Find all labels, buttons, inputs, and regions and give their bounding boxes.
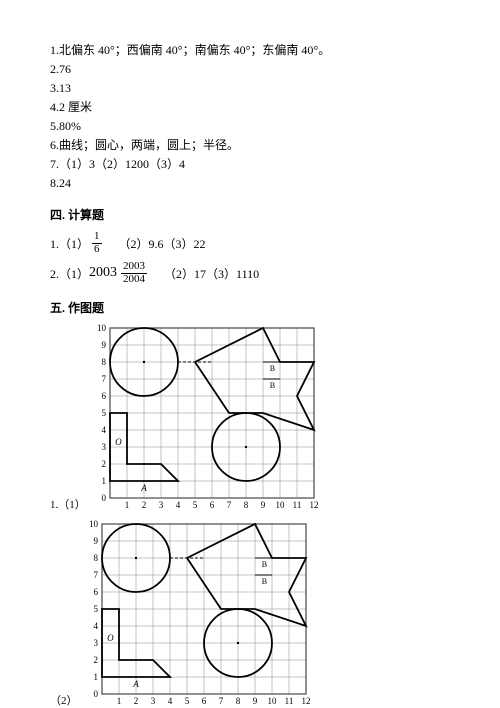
svg-text:4: 4: [176, 500, 181, 510]
svg-text:B: B: [270, 381, 275, 390]
svg-text:4: 4: [167, 696, 172, 706]
svg-text:B: B: [261, 577, 266, 586]
svg-text:6: 6: [93, 587, 98, 597]
svg-text:9: 9: [252, 696, 257, 706]
svg-text:1: 1: [93, 672, 98, 682]
svg-text:12: 12: [301, 696, 310, 706]
svg-text:B: B: [270, 364, 275, 373]
grid-figure-1: 109876543210123456789101112AOBB: [92, 324, 318, 512]
svg-text:3: 3: [101, 442, 106, 452]
answer-4: 4.2 厘米: [50, 98, 450, 116]
answer-5: 5.80%: [50, 117, 450, 135]
section-4-title: 四. 计算题: [50, 206, 450, 223]
answer-8: 8.24: [50, 174, 450, 192]
svg-text:B: B: [261, 560, 266, 569]
svg-text:7: 7: [93, 570, 98, 580]
svg-text:11: 11: [284, 696, 293, 706]
figure-1-label: 1.（1）: [50, 496, 86, 512]
figure-2-label: （2）: [50, 692, 78, 708]
calc-row-1: 1.（1） 1 6 （2）9.6（3）22: [50, 231, 450, 255]
answer-6: 6.曲线；圆心，两端，圆上；半径。: [50, 136, 450, 154]
svg-text:9: 9: [101, 340, 106, 350]
svg-text:9: 9: [261, 500, 266, 510]
calc-1-1-label: 1.（1）: [50, 235, 89, 252]
svg-text:12: 12: [309, 500, 318, 510]
svg-text:3: 3: [150, 696, 155, 706]
svg-text:5: 5: [193, 500, 198, 510]
svg-text:10: 10: [97, 324, 107, 333]
svg-text:2: 2: [142, 500, 147, 510]
svg-text:A: A: [140, 483, 147, 493]
svg-text:0: 0: [101, 493, 106, 503]
calc-row-2: 2.（1） 2003 2003 2004 （2）17（3）1110: [50, 261, 450, 285]
svg-text:11: 11: [292, 500, 301, 510]
frac-num: 2003: [121, 261, 147, 274]
fraction-2003-2004: 2003 2004: [121, 261, 147, 285]
svg-text:1: 1: [125, 500, 130, 510]
svg-text:7: 7: [218, 696, 223, 706]
mixed-whole: 2003: [89, 265, 117, 281]
svg-text:7: 7: [227, 500, 232, 510]
mixed-number: 2003 2003 2004: [89, 261, 150, 285]
section-5-title: 五. 作图题: [50, 299, 450, 316]
svg-text:1: 1: [116, 696, 121, 706]
svg-text:8: 8: [235, 696, 240, 706]
svg-text:2: 2: [93, 655, 98, 665]
answer-2: 2.76: [50, 60, 450, 78]
calc-2-rest: （2）17（3）1110: [164, 265, 259, 282]
svg-text:7: 7: [101, 374, 106, 384]
svg-text:1: 1: [101, 476, 106, 486]
svg-text:O: O: [115, 437, 122, 447]
fraction-1-6: 1 6: [92, 231, 102, 255]
frac-den: 2004: [121, 274, 147, 286]
svg-text:0: 0: [93, 689, 98, 699]
svg-text:3: 3: [93, 638, 98, 648]
figure-2-row: （2） 109876543210123456789101112AOBB: [50, 520, 450, 708]
svg-text:2: 2: [133, 696, 138, 706]
svg-text:8: 8: [93, 553, 98, 563]
answer-7: 7.（1）3（2）1200（3）4: [50, 155, 450, 173]
svg-text:A: A: [132, 679, 139, 689]
figure-1-row: 1.（1） 109876543210123456789101112AOBB: [50, 324, 450, 512]
calc-1-rest: （2）9.6（3）22: [119, 235, 206, 252]
svg-text:4: 4: [101, 425, 106, 435]
svg-text:8: 8: [244, 500, 249, 510]
svg-text:5: 5: [101, 408, 106, 418]
svg-text:O: O: [107, 633, 114, 643]
svg-text:3: 3: [159, 500, 164, 510]
svg-text:9: 9: [93, 536, 98, 546]
svg-text:2: 2: [101, 459, 106, 469]
svg-text:5: 5: [184, 696, 189, 706]
grid-figure-2: 109876543210123456789101112AOBB: [84, 520, 310, 708]
svg-text:10: 10: [89, 520, 99, 529]
calc-2-1-label: 2.（1）: [50, 265, 89, 282]
answer-3: 3.13: [50, 79, 450, 97]
svg-text:6: 6: [210, 500, 215, 510]
svg-text:5: 5: [93, 604, 98, 614]
svg-text:8: 8: [101, 357, 106, 367]
answer-1: 1.北偏东 40°；西偏南 40°；南偏东 40°；东偏南 40°。: [50, 41, 450, 59]
svg-text:6: 6: [101, 391, 106, 401]
frac-den: 6: [92, 244, 102, 256]
svg-text:6: 6: [201, 696, 206, 706]
svg-text:4: 4: [93, 621, 98, 631]
frac-num: 1: [92, 231, 102, 244]
svg-text:10: 10: [275, 500, 285, 510]
svg-text:10: 10: [267, 696, 277, 706]
